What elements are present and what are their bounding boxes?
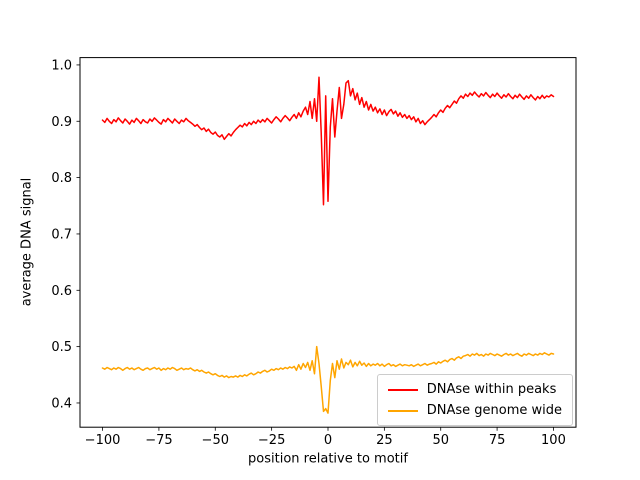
series-line-1 <box>101 345 555 414</box>
y-tick-label: 1.0 <box>51 58 72 73</box>
legend-label: DNAse within peaks <box>426 382 557 397</box>
legend-entry: DNAse genome wide <box>387 403 562 418</box>
y-tick-label: 0.6 <box>51 284 72 299</box>
x-tick-label: 75 <box>489 433 506 448</box>
legend-label: DNAse genome wide <box>426 403 562 418</box>
legend-line-swatch-orange <box>387 409 418 412</box>
series-line-0 <box>101 76 555 206</box>
x-tick-label: 50 <box>432 433 449 448</box>
y-tick-label: 0.7 <box>51 227 72 242</box>
y-tick-label: 0.8 <box>51 171 72 186</box>
y-tick-label: 0.4 <box>51 396 72 411</box>
x-tick-label: 0 <box>324 433 332 448</box>
y-tick-label: 0.5 <box>51 340 72 355</box>
y-tick-label: 0.9 <box>51 115 72 130</box>
legend-entry: DNAse within peaks <box>387 382 562 397</box>
x-tick-label: −75 <box>145 433 172 448</box>
x-axis-label: position relative to motif <box>248 451 408 467</box>
y-axis-label: average DNA signal <box>19 177 35 307</box>
x-tick-label: −25 <box>258 433 285 448</box>
x-tick-label: 25 <box>376 433 393 448</box>
x-tick-label: −50 <box>202 433 229 448</box>
plot-frame <box>79 57 577 428</box>
x-tick-label: −100 <box>85 433 121 448</box>
x-tick-label: 100 <box>541 433 566 448</box>
legend-line-swatch-red <box>387 388 418 391</box>
legend: DNAse within peaks DNAse genome wide <box>376 374 573 426</box>
